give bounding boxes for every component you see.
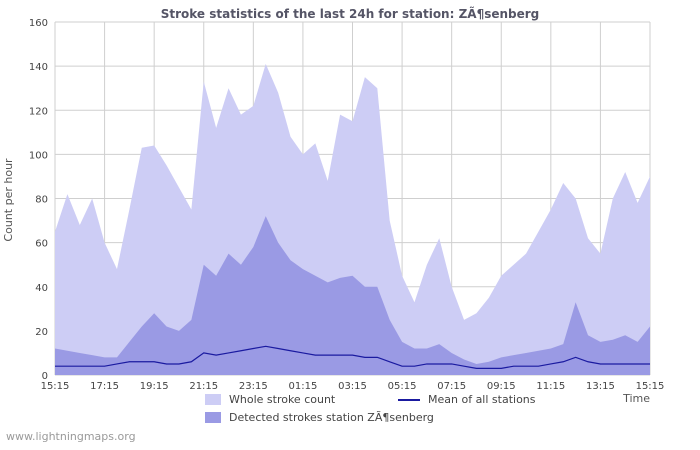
- y-tick-label: 60: [35, 239, 48, 250]
- x-tick-label: 09:15: [487, 381, 516, 392]
- x-tick-label: 15:15: [41, 381, 70, 392]
- watermark: www.lightningmaps.org: [6, 430, 136, 443]
- x-tick-label: 07:15: [437, 381, 466, 392]
- x-tick-label: 21:15: [189, 381, 218, 392]
- y-tick-label: 120: [29, 106, 48, 117]
- legend-label-whole: Whole stroke count: [229, 393, 336, 406]
- y-tick-label: 20: [35, 327, 48, 338]
- y-tick-label: 40: [35, 283, 48, 294]
- detected-strokes-swatch: [205, 412, 221, 423]
- x-tick-label: 05:15: [388, 381, 417, 392]
- x-tick-label: 11:15: [536, 381, 565, 392]
- legend-item-detected: Detected strokes station ZÃ¶senberg: [205, 411, 434, 424]
- chart-title: Stroke statistics of the last 24h for st…: [160, 7, 540, 21]
- y-tick-label: 80: [35, 195, 48, 206]
- detected-strokes-area: [55, 216, 650, 375]
- y-tick-label: 140: [29, 62, 48, 73]
- y-axis-title: Count per hour: [2, 158, 15, 242]
- mean-line: [55, 345, 650, 369]
- x-tick-label: 19:15: [140, 381, 169, 392]
- x-tick-label: 23:15: [239, 381, 268, 392]
- legend-label-detected: Detected strokes station ZÃ¶senberg: [229, 411, 434, 424]
- legend-item-mean: Mean of all stations: [398, 393, 536, 406]
- whole-stroke-swatch: [205, 394, 221, 405]
- x-tick-label: 17:15: [90, 381, 119, 392]
- x-tick-label: 01:15: [289, 381, 318, 392]
- y-tick-label: 160: [29, 18, 48, 29]
- x-axis-title: Time: [622, 392, 650, 405]
- mean-line-swatch: [398, 398, 420, 401]
- legend-label-mean: Mean of all stations: [428, 393, 536, 406]
- x-tick-label: 03:15: [338, 381, 367, 392]
- x-tick-label: 15:15: [636, 381, 665, 392]
- legend-item-whole: Whole stroke count: [205, 393, 335, 406]
- x-tick-label: 13:15: [586, 381, 615, 392]
- y-tick-label: 100: [29, 150, 48, 161]
- y-tick-label: 0: [42, 371, 48, 382]
